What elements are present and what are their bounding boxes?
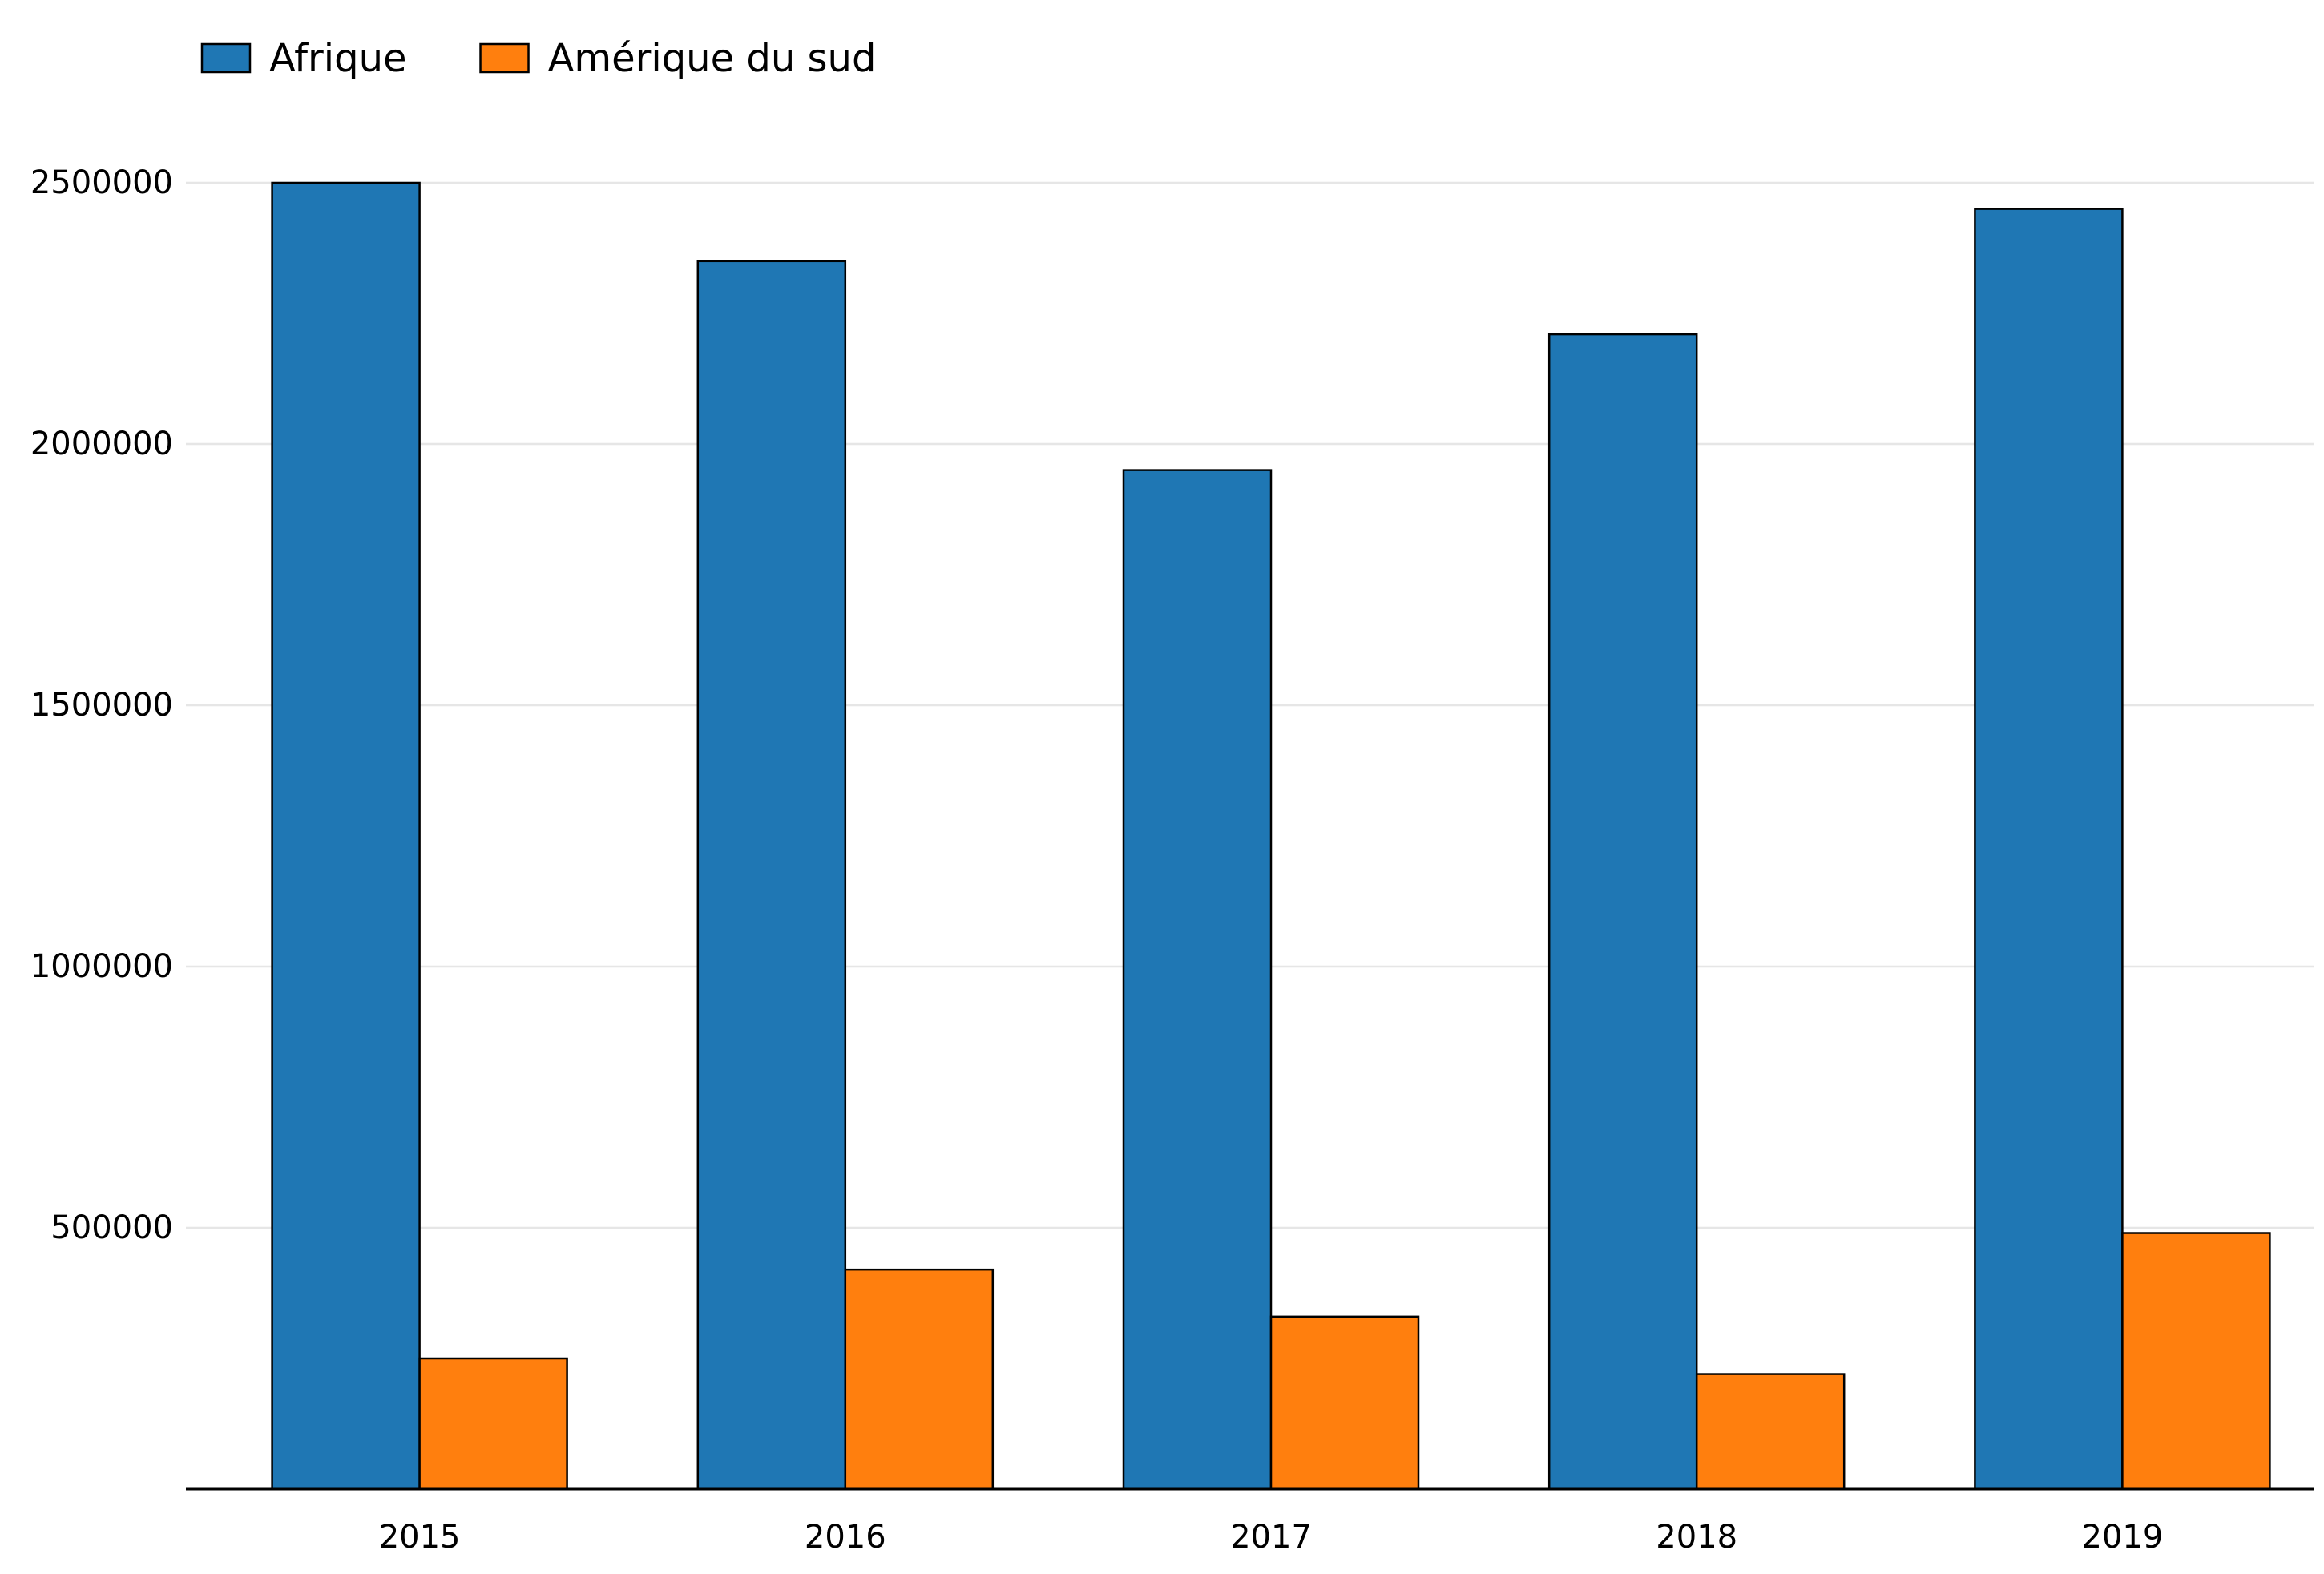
x-tick-label: 2016: [805, 1519, 886, 1556]
bar-afrique-2018: [1547, 333, 1698, 1491]
bar-am-rique-du-sud-2016: [844, 1268, 995, 1491]
bar-am-rique-du-sud-2015: [418, 1357, 568, 1491]
bar-am-rique-du-sud-2018: [1695, 1373, 1846, 1491]
legend-swatch-am-rique-du-sud: [479, 42, 530, 74]
bar-afrique-2015: [271, 181, 421, 1491]
y-tick-label: 500000: [50, 1209, 173, 1246]
legend: Afrique Amérique du sud: [200, 36, 877, 81]
y-tick-label: 1500000: [30, 687, 173, 724]
y-tick-label: 2500000: [30, 164, 173, 201]
bar-afrique-2017: [1122, 469, 1273, 1491]
bar-afrique-2019: [1974, 208, 2124, 1491]
x-tick-label: 2015: [379, 1519, 461, 1556]
legend-label: Amérique du sud: [548, 36, 877, 81]
bar-am-rique-du-sud-2017: [1269, 1315, 1420, 1491]
y-tick-label: 2000000: [30, 426, 173, 462]
x-tick-label: 2019: [2082, 1519, 2164, 1556]
x-tick-label: 2017: [1230, 1519, 1312, 1556]
y-tick-label: 1000000: [30, 948, 173, 985]
bars: [271, 181, 2271, 1491]
bar-am-rique-du-sud-2019: [2121, 1232, 2271, 1491]
legend-swatch-afrique: [200, 42, 252, 74]
bar-afrique-2016: [696, 260, 847, 1491]
legend-label: Afrique: [269, 36, 407, 81]
axes: 500000 1000000 1500000 2000000 2500000 2015 20…: [30, 164, 2314, 1556]
x-tick-label: 2018: [1656, 1519, 1737, 1556]
